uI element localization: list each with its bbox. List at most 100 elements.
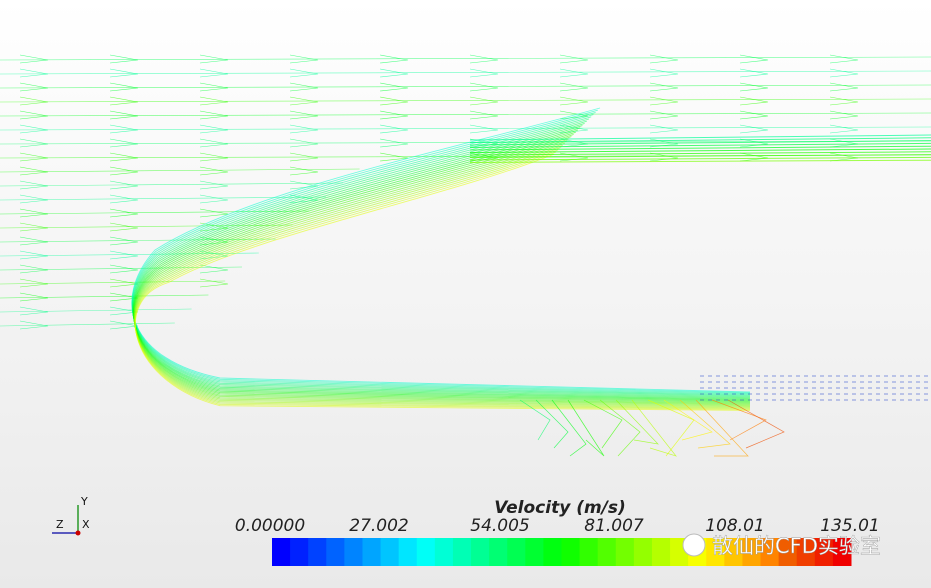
vector-arrow xyxy=(739,82,769,92)
vector-arrow xyxy=(739,68,769,78)
vector-arrow xyxy=(199,166,229,176)
curved-jet xyxy=(134,151,751,411)
vector-arrow xyxy=(829,152,859,162)
color-swatch xyxy=(760,538,780,566)
color-swatch xyxy=(796,538,816,566)
vector-arrow xyxy=(739,138,769,148)
stream-line xyxy=(0,70,931,75)
vector-arrow xyxy=(289,54,319,64)
wake-arrow xyxy=(631,399,677,457)
vector-arrow xyxy=(19,194,49,204)
vector-arrow xyxy=(19,250,49,260)
tick-label: 108.01 xyxy=(705,516,764,536)
vector-arrow xyxy=(469,110,499,120)
vector-arrow xyxy=(199,54,229,64)
vector-arrow xyxy=(109,54,139,64)
vector-arrow xyxy=(109,320,139,330)
curved-jet xyxy=(133,136,751,404)
upper-jet xyxy=(469,142,931,148)
curved-jet xyxy=(132,116,751,396)
vector-arrow xyxy=(829,82,859,92)
vector-arrow xyxy=(19,264,49,274)
vector-arrow xyxy=(199,278,229,288)
color-swatch xyxy=(290,538,309,566)
vector-arrow xyxy=(19,124,49,134)
stream-line xyxy=(0,322,175,327)
vector-arrow xyxy=(109,236,139,246)
curved-jet xyxy=(133,131,751,403)
color-swatch xyxy=(416,538,436,566)
vector-arrow xyxy=(829,110,859,120)
vector-arrow xyxy=(19,68,49,78)
vector-arrow xyxy=(19,292,49,302)
curved-jet xyxy=(133,138,751,405)
vector-arrow xyxy=(649,110,679,120)
tick-label: 0.00000 xyxy=(235,516,305,536)
vector-arrow xyxy=(469,68,499,78)
color-swatch xyxy=(344,538,363,566)
vector-arrow xyxy=(199,194,229,204)
vector-arrow xyxy=(109,208,139,218)
x-axis xyxy=(75,530,81,536)
wake-arrow xyxy=(695,399,749,457)
vector-field xyxy=(0,54,931,457)
curved-jet xyxy=(133,133,751,404)
curved-jet xyxy=(131,109,751,394)
wake-arrow xyxy=(599,399,641,457)
vector-arrow xyxy=(379,110,409,120)
vector-arrow xyxy=(829,54,859,64)
vector-arrow xyxy=(379,82,409,92)
vector-arrow xyxy=(739,124,769,134)
wake-arrow xyxy=(679,399,731,449)
vector-arrow xyxy=(469,82,499,92)
vector-arrow xyxy=(109,222,139,232)
upper-jet xyxy=(469,140,931,146)
stream-line xyxy=(0,266,243,271)
stream-line xyxy=(0,126,931,131)
curved-jet xyxy=(133,129,751,402)
vector-arrow xyxy=(649,152,679,162)
vector-arrow xyxy=(19,110,49,120)
color-swatch xyxy=(597,538,617,566)
watermark: 散仙的CFD实验室 xyxy=(682,533,881,558)
vector-arrow xyxy=(109,138,139,148)
vector-arrow xyxy=(109,96,139,106)
vector-arrow xyxy=(109,68,139,78)
curved-jet xyxy=(131,111,751,395)
vector-arrow xyxy=(19,138,49,148)
color-swatch xyxy=(272,538,291,566)
stream-line xyxy=(0,112,931,117)
color-swatch xyxy=(633,538,653,566)
color-swatch xyxy=(561,538,581,566)
stream-line xyxy=(0,294,209,299)
wake-arrow xyxy=(727,399,785,449)
tick-label: 135.01 xyxy=(820,516,879,536)
vector-arrow xyxy=(19,180,49,190)
wake-arrow xyxy=(663,399,713,441)
vector-arrow xyxy=(559,68,589,78)
stream-line xyxy=(0,280,226,285)
vector-arrow xyxy=(289,110,319,120)
upper-jet xyxy=(469,154,931,158)
vector-arrow xyxy=(199,96,229,106)
vector-arrow xyxy=(739,110,769,120)
upper-jet xyxy=(469,148,931,153)
vector-arrow xyxy=(649,124,679,134)
vector-arrow xyxy=(109,180,139,190)
vector-arrow xyxy=(379,54,409,64)
vector-arrow xyxy=(559,96,589,106)
curved-jet xyxy=(132,125,751,400)
legend-title: Velocity (m/s) xyxy=(494,498,626,518)
color-swatch xyxy=(452,538,472,566)
vector-arrow xyxy=(109,194,139,204)
curved-jet xyxy=(134,149,751,410)
vector-arrow xyxy=(739,96,769,106)
vector-arrow xyxy=(199,264,229,274)
color-swatch xyxy=(724,538,743,566)
color-swatch xyxy=(832,538,852,566)
wake-arrow xyxy=(711,399,767,441)
stream-line xyxy=(0,140,931,145)
wake-arrow xyxy=(615,399,659,445)
color-bar xyxy=(272,538,852,566)
stream-line xyxy=(0,196,327,201)
